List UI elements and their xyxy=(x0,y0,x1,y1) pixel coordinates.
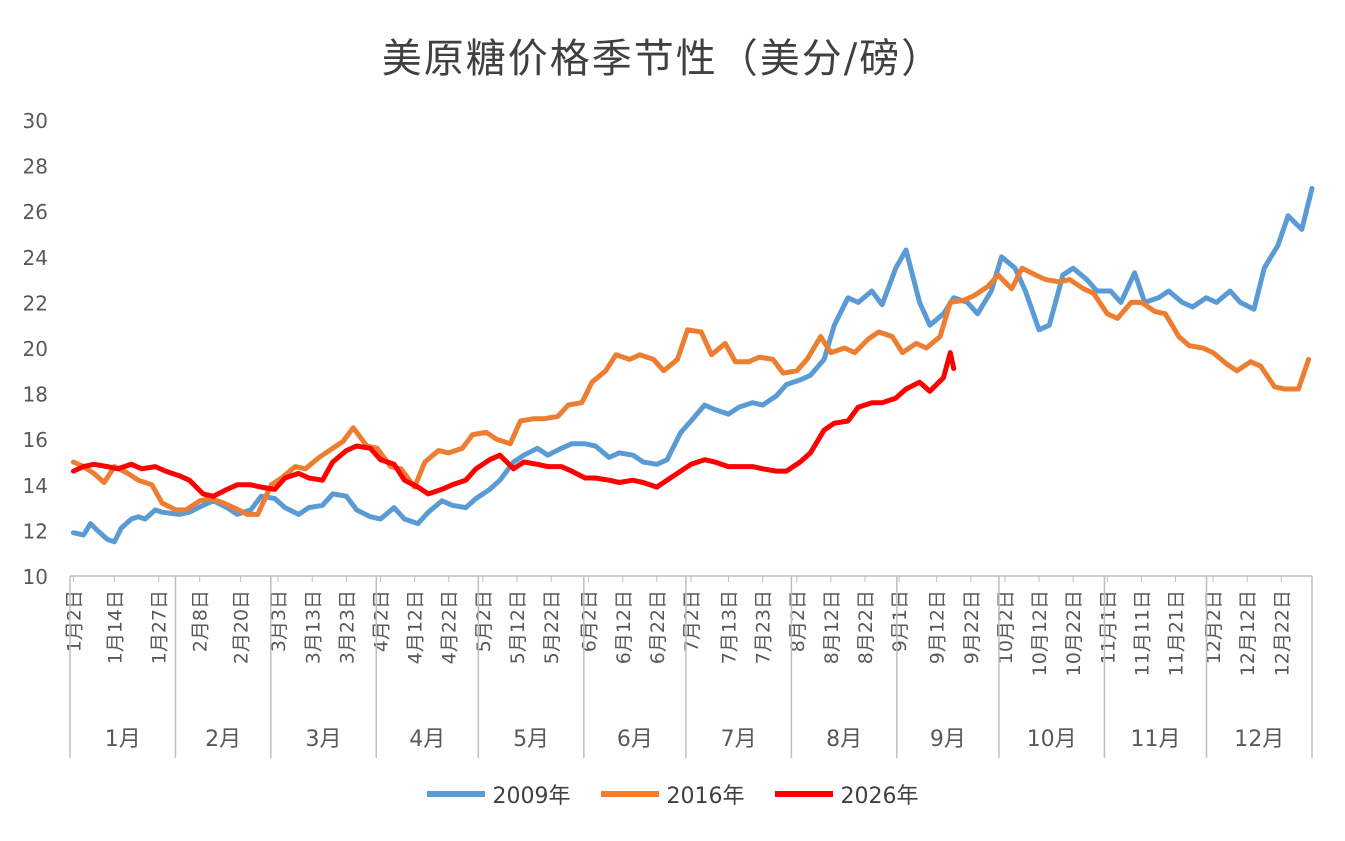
series-lines xyxy=(70,185,1315,545)
x-tick-label: 6月12日 xyxy=(613,590,635,664)
x-tick-label: 10月22日 xyxy=(1063,590,1085,676)
legend-item-2: 2026年 xyxy=(774,778,919,810)
y-tick-label: 20 xyxy=(23,337,48,361)
legend-swatch xyxy=(600,791,659,797)
legend-swatch xyxy=(426,791,485,797)
x-tick-label: 12月22日 xyxy=(1271,590,1293,676)
x-tick-label: 3月13日 xyxy=(302,590,324,664)
month-label: 10月 xyxy=(1027,727,1077,752)
legend-label: 2026年 xyxy=(840,784,919,809)
x-tick-label: 5月2日 xyxy=(473,590,495,652)
x-tick-label: 4月2日 xyxy=(371,590,393,652)
x-tick-label: 11月1日 xyxy=(1097,590,1119,664)
x-tick-label: 1月27日 xyxy=(149,590,171,664)
x-tick-label: 8月2日 xyxy=(787,590,809,652)
legend-swatch xyxy=(774,791,833,797)
x-tick-label: 1月2日 xyxy=(63,590,85,652)
series-line-0 xyxy=(70,185,1315,545)
y-tick-label: 10 xyxy=(23,565,48,589)
x-tick-label: 6月2日 xyxy=(579,590,601,652)
y-tick-label: 22 xyxy=(23,291,48,315)
month-label: 1月 xyxy=(105,727,141,752)
month-label: 9月 xyxy=(930,727,966,752)
x-tick-label: 3月23日 xyxy=(336,590,358,664)
x-tick-label: 10月2日 xyxy=(995,590,1017,664)
series-line-2 xyxy=(70,350,957,499)
month-label: 12月 xyxy=(1234,727,1284,752)
month-label: 7月 xyxy=(721,727,757,752)
y-tick-label: 16 xyxy=(23,428,48,452)
y-tick-label: 26 xyxy=(23,200,48,224)
month-label: 5月 xyxy=(513,727,549,752)
x-tick-label: 9月22日 xyxy=(961,590,983,664)
x-tick-label: 8月22日 xyxy=(855,590,877,664)
x-tick-label: 7月13日 xyxy=(719,590,741,664)
axes: 10 12 14 16 18 20 22 24 26 28 30 1月2日 1月14日 1月27日 2月8日… xyxy=(23,109,1313,758)
x-tick-label: 2月8日 xyxy=(190,590,212,652)
y-tick-label: 14 xyxy=(23,474,48,498)
legend-item-0: 2009年 xyxy=(426,778,571,810)
month-label: 2月 xyxy=(205,727,241,752)
series-line-1 xyxy=(70,265,1312,517)
x-tick-label: 6月22日 xyxy=(647,590,669,664)
x-tick-label: 9月12日 xyxy=(927,590,949,664)
y-tick-label: 28 xyxy=(23,155,48,179)
legend-label: 2009年 xyxy=(492,784,571,809)
y-tick-label: 24 xyxy=(23,246,48,270)
x-tick-label: 1月14日 xyxy=(104,590,126,664)
y-tick-label: 30 xyxy=(23,109,48,133)
y-tick-label: 18 xyxy=(23,383,48,407)
legend-label: 2016年 xyxy=(666,784,745,809)
x-tick-label: 7月2日 xyxy=(681,590,703,652)
x-tick-label: 4月12日 xyxy=(405,590,427,664)
chart-title: 美原糖价格季节性（美分/磅） xyxy=(381,36,944,82)
legend-item-1: 2016年 xyxy=(600,778,745,810)
x-tick-label: 8月12日 xyxy=(821,590,843,664)
x-tick-label: 7月23日 xyxy=(753,590,775,664)
x-tick-label: 2月20日 xyxy=(231,590,253,664)
x-tick-label: 5月12日 xyxy=(507,590,529,664)
month-label: 6月 xyxy=(617,727,653,752)
x-tick-label: 9月1日 xyxy=(889,590,911,652)
x-tick-label: 11月21日 xyxy=(1166,590,1188,676)
x-tick-label: 11月11日 xyxy=(1131,590,1153,676)
x-tick-label: 3月3日 xyxy=(268,590,290,652)
x-tick-label: 12月2日 xyxy=(1203,590,1225,664)
month-label: 4月 xyxy=(409,727,445,752)
x-tick-label: 10月12日 xyxy=(1029,590,1051,676)
y-tick-label: 12 xyxy=(23,519,48,543)
legend: 2009年 2016年 2026年 xyxy=(0,778,1345,810)
month-label: 11月 xyxy=(1130,727,1180,752)
month-label: 8月 xyxy=(826,727,862,752)
x-tick-label: 5月22日 xyxy=(541,590,563,664)
month-label: 3月 xyxy=(306,727,342,752)
x-tick-label: 12月12日 xyxy=(1237,590,1259,676)
x-tick-label: 4月22日 xyxy=(439,590,461,664)
